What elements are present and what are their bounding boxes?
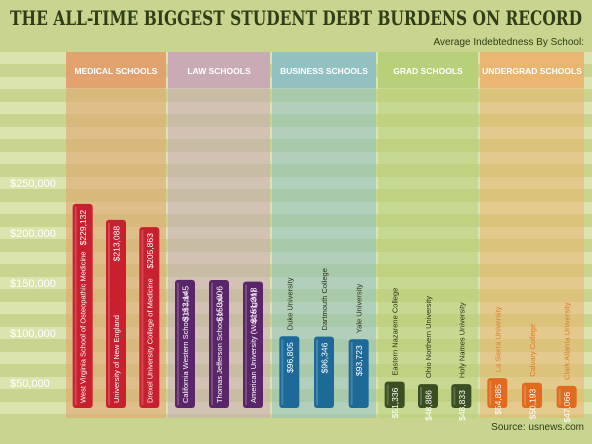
y-tick-label: $250,000 xyxy=(10,178,56,190)
bar xyxy=(106,219,126,408)
value-label: $48,886 xyxy=(424,390,434,421)
bar-highlight xyxy=(524,385,526,405)
chart-title: THE ALL-TIME BIGGEST STUDENT DEBT BURDEN… xyxy=(10,6,582,30)
value-label: $93,723 xyxy=(354,345,364,376)
y-tick-label: $100,000 xyxy=(10,328,56,340)
value-label: $151,318 xyxy=(249,287,259,323)
bar xyxy=(243,281,263,408)
y-axis: $250,000 $200,000 $150,000 $100,000 $50,000 xyxy=(10,178,56,390)
bar xyxy=(175,279,195,408)
y-tick-label: $200,000 xyxy=(10,228,56,240)
value-label: $96,805 xyxy=(285,342,295,373)
bar-category-label: La Sierra University xyxy=(493,306,502,372)
bar-category-label: Calvary College xyxy=(528,324,537,377)
category-panel xyxy=(480,52,584,418)
bar-highlight xyxy=(108,222,110,405)
bar-category-label: Clark Atlanta University xyxy=(563,302,572,380)
bar xyxy=(279,336,300,408)
bar-highlight xyxy=(489,381,492,405)
bar xyxy=(522,382,542,408)
bar-category-label: Duke University xyxy=(285,277,294,330)
bar xyxy=(72,203,93,408)
y-tick-label: $50,000 xyxy=(10,378,50,390)
bar xyxy=(418,384,438,408)
bar-highlight xyxy=(453,387,456,405)
bar-highlight xyxy=(316,339,318,405)
bar-highlight xyxy=(558,388,561,405)
bar-category-label: American University (Washington) xyxy=(249,289,258,403)
bar-highlight xyxy=(420,387,422,405)
bar-category-label: California Western School of Law xyxy=(181,292,190,403)
value-label: $153,145 xyxy=(181,286,191,322)
value-label: $96,346 xyxy=(320,342,330,373)
value-label: $213,088 xyxy=(112,226,122,262)
category-header xyxy=(480,52,584,88)
bar-category-label: Holy Names University xyxy=(457,302,466,378)
value-label: $153,006 xyxy=(215,286,225,322)
chart-subtitle: Average Indebtedness By School: xyxy=(434,37,584,48)
bar-highlight xyxy=(211,282,213,405)
bar-category-label: Ohio Northern University xyxy=(424,296,433,378)
category-header xyxy=(378,52,478,88)
category-label: BUSINESS SCHOOLS xyxy=(280,66,368,76)
bar-category-label: West Virginia School of Osteopathic Medi… xyxy=(79,252,88,403)
bar-highlight xyxy=(177,282,179,405)
value-label: $51,336 xyxy=(390,387,400,418)
bar-category-label: Eastern Nazarene College xyxy=(391,288,400,376)
bar xyxy=(556,385,577,408)
bar-category-label: Thomas Jefferson School of Law xyxy=(215,293,224,403)
bar-highlight xyxy=(141,230,144,405)
bar xyxy=(348,339,369,408)
bar xyxy=(487,378,508,408)
bar-category-label: University of New England xyxy=(112,315,121,403)
bar-highlight xyxy=(245,284,247,405)
category-label: UNDERGRAD SCHOOLS xyxy=(482,66,582,76)
bar-category-label: Dartmouth College xyxy=(320,268,329,331)
value-label: $50,193 xyxy=(528,389,538,420)
value-label: $54,885 xyxy=(493,384,503,415)
category-panel xyxy=(378,52,478,418)
y-tick-label: $150,000 xyxy=(10,278,56,290)
bars: $229,132 West Virginia School of Osteopat… xyxy=(72,203,577,423)
category-header xyxy=(168,52,270,88)
value-label: $47,066 xyxy=(562,392,572,423)
category-panels: MEDICAL SCHOOLS LAW SCHOOLS BUSINESS SCHOO… xyxy=(66,52,584,418)
bar xyxy=(139,227,160,408)
bar xyxy=(384,381,405,408)
value-label: $48,833 xyxy=(457,390,467,421)
bar-highlight xyxy=(281,339,284,405)
category-header xyxy=(66,52,166,88)
bar xyxy=(451,384,472,408)
category-header xyxy=(272,52,376,88)
bar-highlight xyxy=(74,206,77,405)
bar-category-label: Yale University xyxy=(355,284,364,334)
value-label: $205,863 xyxy=(145,233,155,269)
bar xyxy=(209,279,229,408)
bar-category-label: Drexel University College of Medicine xyxy=(145,278,154,403)
bar-highlight xyxy=(386,384,389,405)
bar xyxy=(314,336,334,408)
category-label: MEDICAL SCHOOLS xyxy=(75,66,158,76)
value-label: $229,132 xyxy=(78,210,88,246)
category-label: GRAD SCHOOLS xyxy=(393,66,463,76)
category-label: LAW SCHOOLS xyxy=(187,66,251,76)
source-label: Source: usnews.com xyxy=(491,422,584,433)
bar-highlight xyxy=(350,342,353,405)
